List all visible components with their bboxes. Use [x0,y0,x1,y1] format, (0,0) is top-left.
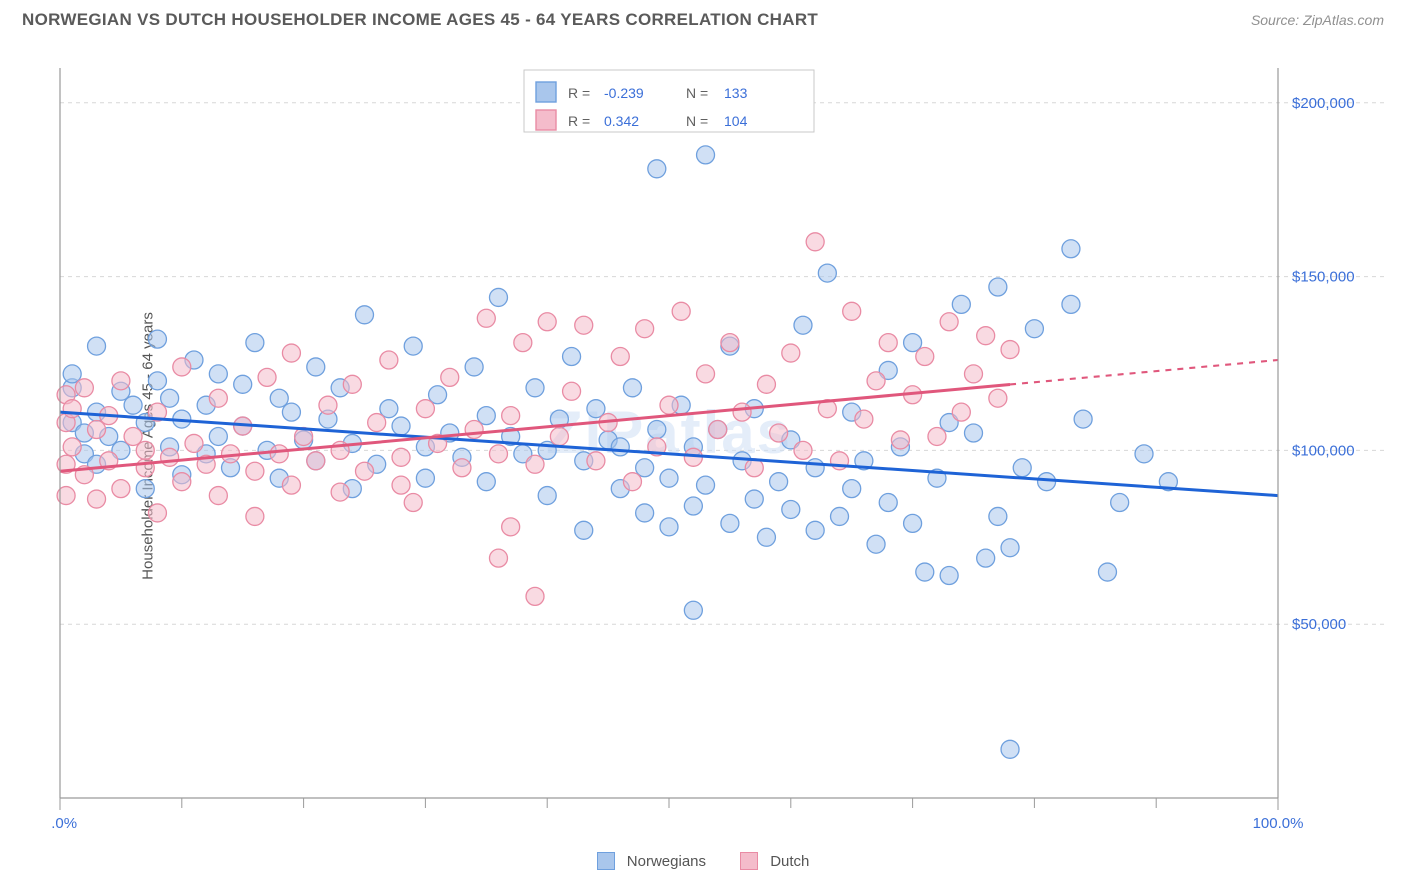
svg-text:N =: N = [686,113,708,129]
source-attribution: Source: ZipAtlas.com [1251,12,1384,28]
svg-text:104: 104 [724,113,748,129]
chart-title: NORWEGIAN VS DUTCH HOUSEHOLDER INCOME AG… [22,10,818,30]
legend-swatch-dutch [740,852,758,870]
svg-text:$150,000: $150,000 [1292,269,1355,286]
legend-swatch-norwegians [597,852,615,870]
title-bar: NORWEGIAN VS DUTCH HOUSEHOLDER INCOME AG… [0,0,1406,36]
svg-text:$50,000: $50,000 [1292,616,1346,633]
legend-item-dutch: Dutch [740,852,809,870]
svg-text:0.342: 0.342 [604,113,639,129]
bottom-legend: Norwegians Dutch [0,852,1406,870]
scatter-chart: $50,000$100,000$150,000$200,000ZIPatlas0… [52,58,1386,834]
svg-text:0.0%: 0.0% [52,815,77,832]
chart-svg: $50,000$100,000$150,000$200,000ZIPatlas0… [52,58,1386,834]
svg-text:R =: R = [568,85,590,101]
svg-text:-0.239: -0.239 [604,85,644,101]
legend-label: Norwegians [627,853,706,870]
svg-text:$100,000: $100,000 [1292,442,1355,459]
legend-label: Dutch [770,853,809,870]
svg-text:$200,000: $200,000 [1292,95,1355,112]
legend-item-norwegians: Norwegians [597,852,706,870]
svg-text:100.0%: 100.0% [1253,815,1304,832]
svg-text:R =: R = [568,113,590,129]
svg-text:N =: N = [686,85,708,101]
svg-text:133: 133 [724,85,748,101]
